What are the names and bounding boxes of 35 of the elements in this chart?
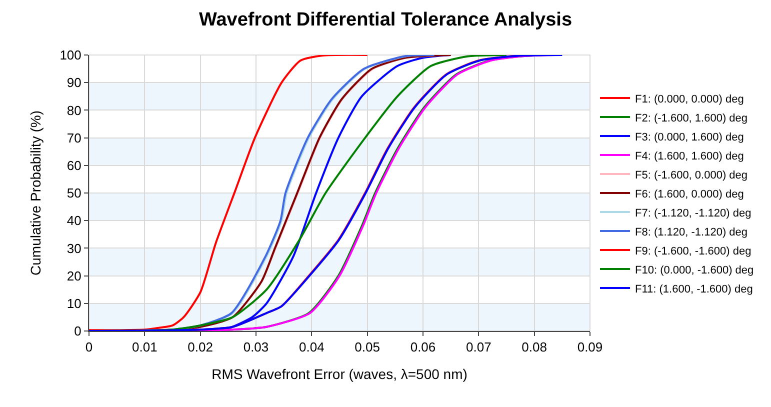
legend-label: F3: (0.000, 1.600) deg	[635, 131, 744, 144]
x-tick-label: 0.06	[410, 340, 436, 355]
legend-label: F4: (1.600, 1.600) deg	[635, 150, 744, 162]
legend-label: F2: (-1.600, 1.600) deg	[635, 112, 748, 124]
y-tick-label: 0	[74, 324, 82, 339]
x-axis-title: RMS Wavefront Error (waves, λ=500 nm)	[212, 366, 468, 382]
x-tick-label: 0.04	[299, 340, 324, 355]
x-tick-label: 0.01	[132, 340, 158, 355]
y-axis-title: Cumulative Probability (%)	[27, 110, 44, 276]
legend-label: F5: (-1.600, 0.000) deg	[635, 169, 748, 182]
y-tick-label: 50	[66, 186, 82, 201]
x-tick-label: 0.02	[188, 340, 213, 355]
y-tick-label: 80	[66, 102, 82, 118]
x-tick-label: 0.09	[577, 340, 603, 355]
chart-title: Wavefront Differential Tolerance Analysis	[198, 10, 572, 31]
y-tick-label: 20	[66, 268, 82, 284]
legend-label: F6: (1.600, 0.000) deg	[635, 188, 744, 200]
x-tick-label: 0.07	[466, 340, 492, 355]
x-tick-label: 0.03	[243, 340, 269, 355]
x-tick-label: 0.05	[354, 340, 380, 355]
legend-label: F7: (-1.120, -1.120) deg	[635, 207, 752, 220]
y-tick-label: 10	[66, 296, 82, 311]
legend-label: F11: (1.600, -1.600) deg	[635, 283, 753, 296]
x-tick-label: 0	[85, 340, 93, 355]
y-tick-label: 60	[66, 158, 82, 173]
legend-label: F8: (1.120, -1.120) deg	[635, 226, 748, 238]
y-tick-label: 30	[66, 240, 82, 256]
legend-label: F9: (-1.600, -1.600) deg	[635, 245, 752, 258]
legend-label: F1: (0.000, 0.000) deg	[635, 93, 744, 106]
y-tick-label: 100	[60, 48, 82, 63]
y-tick-label: 70	[66, 130, 82, 146]
legend-label: F10: (0.000, -1.600) deg	[635, 264, 754, 276]
y-tick-label: 90	[66, 75, 82, 90]
x-tick-label: 0.08	[522, 340, 547, 355]
y-tick-label: 40	[66, 213, 82, 228]
